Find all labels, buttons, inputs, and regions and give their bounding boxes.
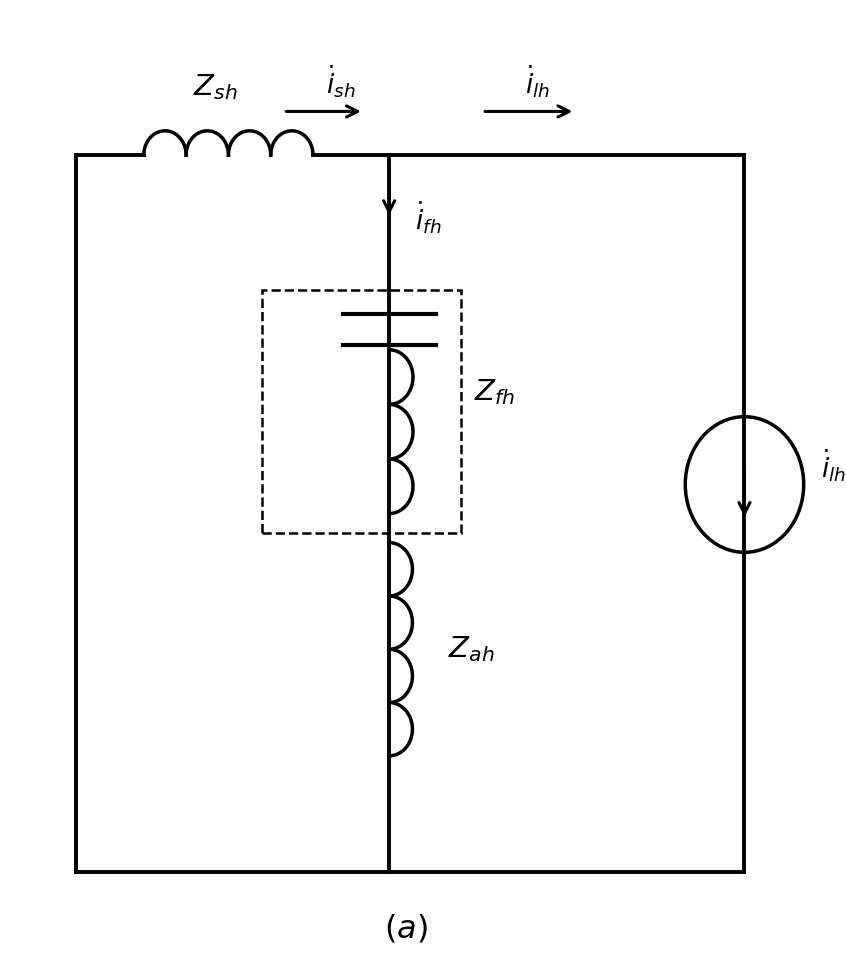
Bar: [262, 290, 461, 533]
Text: $\mathit{Z}_{fh}$: $\mathit{Z}_{fh}$: [474, 377, 515, 407]
Text: $\dot{\mathit{i}}_{sh}$: $\dot{\mathit{i}}_{sh}$: [326, 63, 355, 100]
Text: $\dot{\mathit{i}}_{lh}$: $\dot{\mathit{i}}_{lh}$: [821, 447, 846, 484]
Text: $(a)$: $(a)$: [384, 913, 428, 945]
Text: $\mathit{Z}_{ah}$: $\mathit{Z}_{ah}$: [448, 635, 495, 664]
Text: $\dot{\mathit{i}}_{lh}$: $\dot{\mathit{i}}_{lh}$: [525, 63, 550, 100]
Text: $\mathit{Z}_{sh}$: $\mathit{Z}_{sh}$: [194, 72, 238, 102]
Text: $\dot{\mathit{i}}_{fh}$: $\dot{\mathit{i}}_{fh}$: [415, 200, 441, 236]
